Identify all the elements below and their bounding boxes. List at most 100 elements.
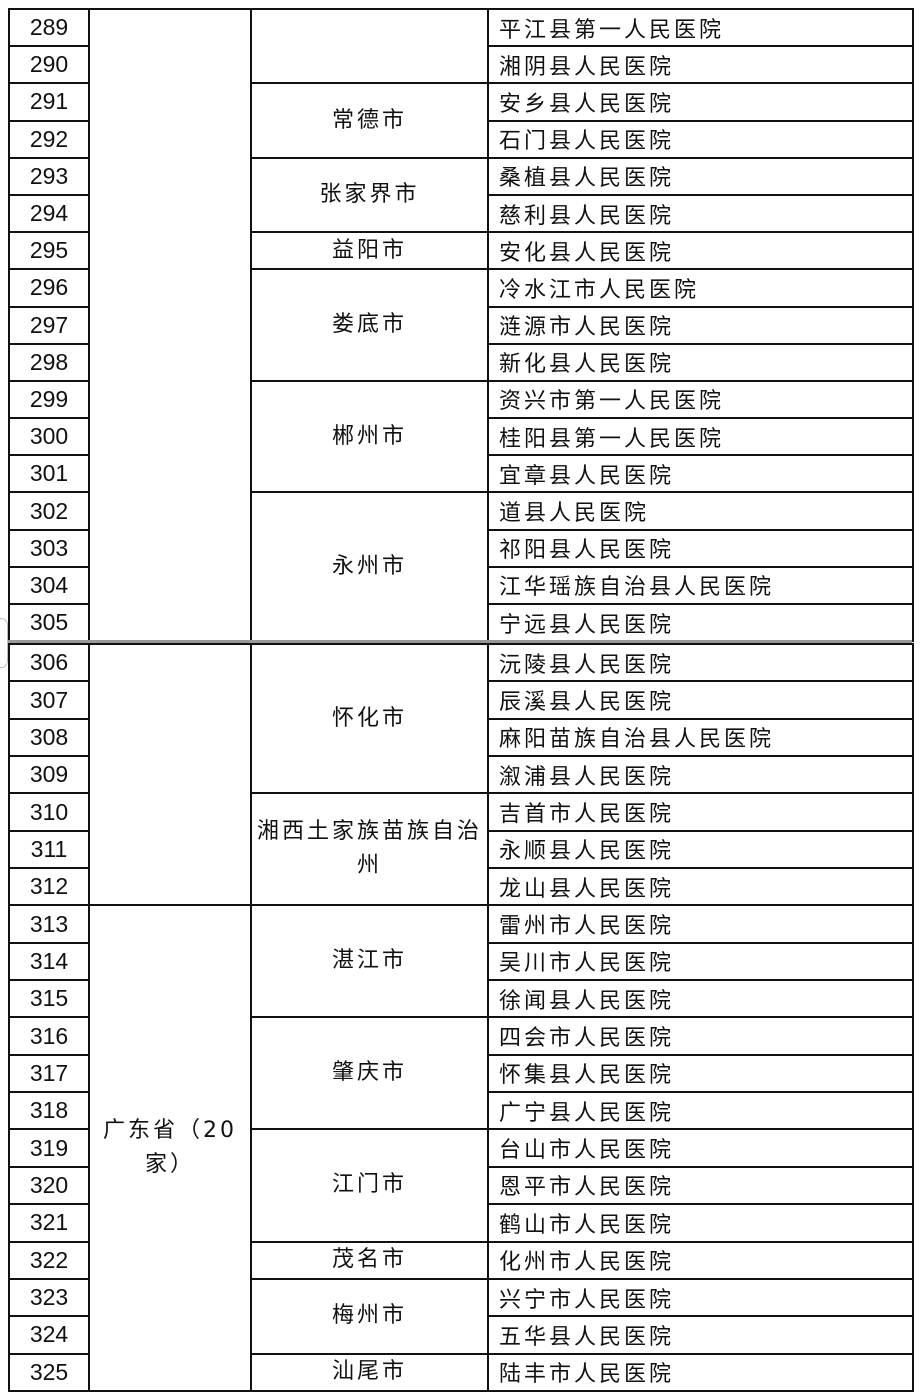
row-number: 302 xyxy=(8,491,90,531)
hospital-name: 宁远县人民医院 xyxy=(487,602,914,643)
hospital-name: 雷州市人民医院 xyxy=(487,904,914,944)
hospital-name: 陆丰市人民医院 xyxy=(487,1352,914,1392)
hospital-name: 道县人民医院 xyxy=(487,491,914,531)
table-row: 323 梅州市 兴宁市人民医院 xyxy=(8,1277,914,1355)
city-cell: 益阳市 xyxy=(250,231,489,271)
city-cell: 汕尾市 xyxy=(250,1352,489,1392)
table-row: 301 宜章县人民医院 xyxy=(8,454,914,494)
table-row: 289 平江县第一人民医院 xyxy=(8,7,914,643)
table-row: 291 常德市 安乡县人民医院 xyxy=(8,82,914,159)
hospital-name: 徐闻县人民医院 xyxy=(487,979,914,1019)
hospital-name: 安乡县人民医院 xyxy=(487,82,914,122)
row-number: 304 xyxy=(8,565,90,606)
table-row: 293 张家界市 桑植县人民医院 xyxy=(8,156,914,234)
table-row: 319 江门市 台山市人民医院 xyxy=(8,1128,914,1243)
row-number: 318 xyxy=(8,1091,90,1131)
row-number: 292 xyxy=(8,119,90,159)
table-row: 312 龙山县人民医院 xyxy=(8,867,914,907)
hospital-name: 恩平市人民医院 xyxy=(487,1165,914,1206)
row-number: 303 xyxy=(8,528,90,568)
page-break-divider xyxy=(8,640,912,643)
table-row: 302 永州市 道县人民医院 xyxy=(8,491,914,643)
hospital-name: 鹤山市人民医院 xyxy=(487,1203,914,1243)
city-cell: 梅州市 xyxy=(250,1277,489,1355)
table-row: 315 徐闻县人民医院 xyxy=(8,979,914,1019)
hospital-name: 龙山县人民医院 xyxy=(487,867,914,907)
table-row: 296 娄底市 冷水江市人民医院 xyxy=(8,268,914,382)
city-cell: 郴州市 xyxy=(250,379,489,494)
hospital-name: 广宁县人民医院 xyxy=(487,1091,914,1131)
city-cell: 湛江市 xyxy=(250,904,489,1019)
table-row: 290 湘阴县人民医院 xyxy=(8,45,914,85)
table-row: 294 慈利县人民医院 xyxy=(8,193,914,234)
hospital-name: 台山市人民医院 xyxy=(487,1128,914,1168)
table-row: 298 新化县人民医院 xyxy=(8,342,914,382)
city-cell: 江门市 xyxy=(250,1128,489,1243)
table-row: 303 祁阳县人民医院 xyxy=(8,528,914,568)
hospital-name: 涟源市人民医院 xyxy=(487,305,914,345)
row-number: 309 xyxy=(8,755,90,795)
row-number: 294 xyxy=(8,193,90,234)
row-number: 291 xyxy=(8,82,90,122)
table-row: 309 溆浦县人民医院 xyxy=(8,755,914,795)
hospital-name: 安化县人民医院 xyxy=(487,231,914,271)
table-row: 308 麻阳苗族自治县人民医院 xyxy=(8,717,914,758)
hospital-name: 吉首市人民医院 xyxy=(487,792,914,832)
page-edge-marker xyxy=(0,618,8,668)
table-row: 321 鹤山市人民医院 xyxy=(8,1203,914,1243)
table-row: 307 辰溪县人民医院 xyxy=(8,680,914,720)
row-number: 293 xyxy=(8,156,90,196)
city-cell: 怀化市 xyxy=(250,642,489,795)
hospital-name: 石门县人民医院 xyxy=(487,119,914,159)
hospital-name: 辰溪县人民医院 xyxy=(487,680,914,720)
hospital-name: 桂阳县第一人民医院 xyxy=(487,417,914,457)
row-number: 319 xyxy=(8,1128,90,1168)
hospital-name: 吴川市人民医院 xyxy=(487,941,914,982)
row-number: 308 xyxy=(8,717,90,758)
city-cell: 张家界市 xyxy=(250,156,489,234)
hospital-name: 桑植县人民医院 xyxy=(487,156,914,196)
table-row: 318 广宁县人民医院 xyxy=(8,1091,914,1131)
table-row: 299 郴州市 资兴市第一人民医院 xyxy=(8,379,914,494)
city-cell: 娄底市 xyxy=(250,268,489,382)
hospital-name: 新化县人民医院 xyxy=(487,342,914,382)
hospital-name: 江华瑶族自治县人民医院 xyxy=(487,565,914,606)
row-number: 298 xyxy=(8,342,90,382)
hospital-name: 宜章县人民医院 xyxy=(487,454,914,494)
row-number: 289 xyxy=(8,7,90,48)
hospital-name: 麻阳苗族自治县人民医院 xyxy=(487,717,914,758)
row-number: 316 xyxy=(8,1016,90,1056)
row-number: 323 xyxy=(8,1277,90,1318)
row-number: 297 xyxy=(8,305,90,345)
row-number: 313 xyxy=(8,904,90,944)
row-number: 290 xyxy=(8,45,90,85)
city-cell: 永州市 xyxy=(250,491,489,643)
table-row: 295 益阳市 安化县人民医院 xyxy=(8,231,914,271)
row-number: 299 xyxy=(8,379,90,420)
row-number: 322 xyxy=(8,1240,90,1280)
city-cell: 湘西土家族苗族自治州 xyxy=(250,792,489,907)
city-cell xyxy=(250,7,489,85)
row-number: 325 xyxy=(8,1352,90,1392)
province-cell: 广东省（20家） xyxy=(88,904,252,1392)
table-row: 300 桂阳县第一人民医院 xyxy=(8,417,914,457)
city-cell: 茂名市 xyxy=(250,1240,489,1280)
row-number: 300 xyxy=(8,417,90,457)
hospital-name: 平江县第一人民医院 xyxy=(487,7,914,48)
row-number: 317 xyxy=(8,1053,90,1094)
row-number: 295 xyxy=(8,231,90,271)
hospital-name: 兴宁市人民医院 xyxy=(487,1277,914,1318)
table-row: 311 永顺县人民医院 xyxy=(8,829,914,870)
row-number: 305 xyxy=(8,602,90,643)
table-row: 317 怀集县人民医院 xyxy=(8,1053,914,1094)
table-row: 310 湘西土家族苗族自治州 吉首市人民医院 xyxy=(8,792,914,907)
table-row: 324 五华县人民医院 xyxy=(8,1315,914,1355)
hospital-name: 五华县人民医院 xyxy=(487,1315,914,1355)
hospital-name: 祁阳县人民医院 xyxy=(487,528,914,568)
row-number: 306 xyxy=(8,642,90,683)
hospital-name: 湘阴县人民医院 xyxy=(487,45,914,85)
table-row: 320 恩平市人民医院 xyxy=(8,1165,914,1206)
city-cell: 常德市 xyxy=(250,82,489,159)
province-cell xyxy=(88,642,252,907)
hospital-name: 溆浦县人民医院 xyxy=(487,755,914,795)
